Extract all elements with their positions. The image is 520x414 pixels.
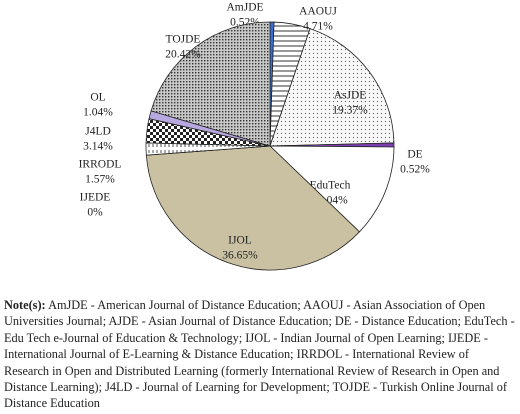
pie-slice (268, 145, 395, 233)
note-label: Note(s): (4, 298, 46, 312)
value-label: 1.04% (83, 107, 113, 119)
value-label: 0% (87, 207, 103, 219)
note-text: AmJDE - American Journal of Distance Edu… (4, 298, 515, 411)
value-label: 1.57% (85, 174, 115, 186)
slice-label: TOJDE (166, 34, 201, 46)
slice-label: IRRODL (79, 159, 122, 171)
value-label: 3.14% (83, 141, 113, 153)
note: Note(s): AmJDE - American Journal of Dis… (4, 297, 516, 412)
chart: AmJDE0.52%AAOUJ4.71%AsJDE19.37%DE0.52%Ed… (79, 2, 430, 271)
value-label: 19.37% (332, 105, 368, 117)
pie-slice (269, 28, 395, 147)
value-label: 0.52% (400, 164, 430, 176)
slice-label: AAOUJ (299, 6, 337, 18)
slice-label: DE (407, 149, 422, 161)
slice-label: AsJDE (334, 90, 367, 102)
slice-label: EduTech (310, 180, 351, 192)
value-label: 4.71% (303, 21, 333, 33)
value-label: 36.65% (222, 250, 258, 262)
slice-label: J4LD (85, 126, 111, 138)
slice-label: IJEDE (80, 192, 111, 204)
value-label: 20.42% (165, 49, 201, 61)
slice-label: AmJDE (226, 2, 263, 14)
pie-slice (145, 145, 361, 271)
pie-slice (150, 21, 271, 147)
slice-label: OL (90, 92, 105, 104)
slice-label: IJOL (228, 235, 252, 247)
